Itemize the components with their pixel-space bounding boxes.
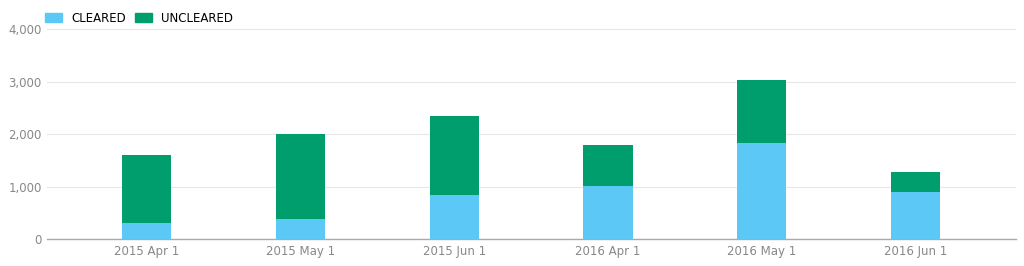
- Bar: [584, 186, 633, 239]
- Bar: [430, 117, 479, 194]
- Bar: [737, 80, 786, 143]
- Bar: [122, 155, 171, 223]
- Bar: [275, 219, 325, 239]
- Bar: [275, 134, 325, 219]
- Legend: CLEARED, UNCLEARED: CLEARED, UNCLEARED: [43, 10, 236, 27]
- Bar: [737, 143, 786, 239]
- Bar: [430, 194, 479, 239]
- Bar: [891, 172, 940, 192]
- Bar: [122, 223, 171, 239]
- Bar: [584, 145, 633, 186]
- Bar: [891, 192, 940, 239]
